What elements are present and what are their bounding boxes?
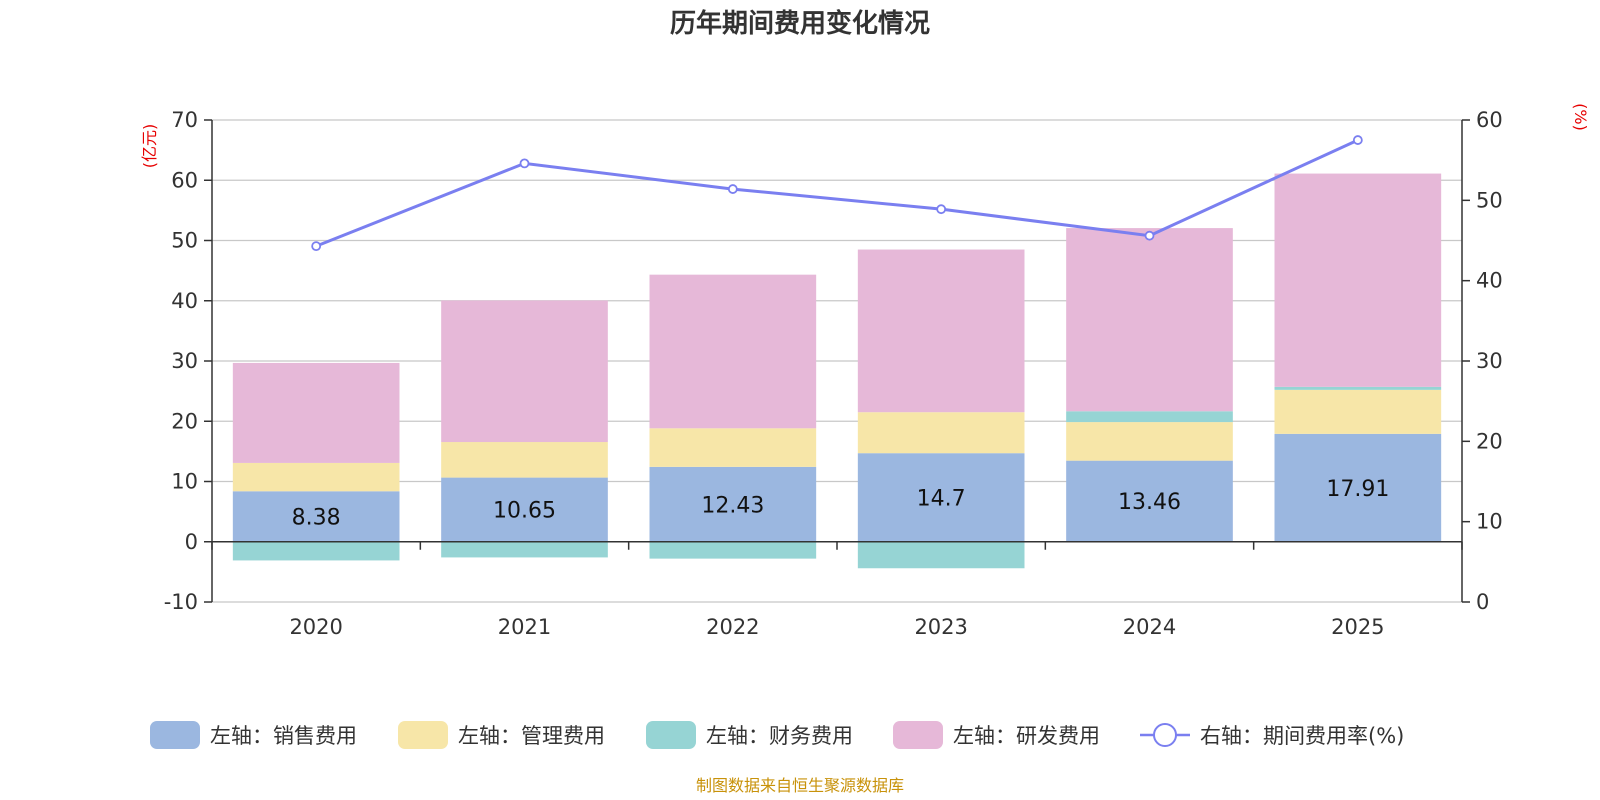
legend-swatch bbox=[150, 721, 200, 749]
rate-point[interactable] bbox=[727, 184, 738, 194]
right-axis-unit: (%) bbox=[1571, 103, 1590, 131]
bar-segment[interactable] bbox=[232, 491, 400, 542]
bar-layer bbox=[232, 173, 1442, 569]
left-axis-tick-label: 30 bbox=[171, 349, 198, 373]
bar-segment[interactable] bbox=[441, 300, 608, 443]
right-axis-tick-label: 50 bbox=[1476, 188, 1503, 212]
bar-segment[interactable] bbox=[649, 466, 817, 542]
legend-swatch bbox=[893, 721, 943, 749]
bar-segment[interactable] bbox=[441, 541, 608, 558]
rate-point[interactable] bbox=[936, 204, 947, 215]
right-axis-tick-label: 40 bbox=[1476, 269, 1503, 293]
rate-point[interactable] bbox=[1352, 135, 1363, 145]
bar-segment[interactable] bbox=[649, 428, 817, 467]
bar-segment[interactable] bbox=[1066, 422, 1233, 461]
bar-segment[interactable] bbox=[649, 274, 817, 429]
legend-label[interactable]: 左轴：管理费用 bbox=[458, 724, 605, 748]
bar-segment[interactable] bbox=[857, 541, 1025, 569]
rate-line bbox=[315, 138, 1359, 248]
bar-segment[interactable] bbox=[1274, 386, 1442, 390]
data-label: 13.46 bbox=[1118, 490, 1181, 515]
legend[interactable]: 左轴：销售费用 左轴：管理费用 左轴：财务费用 左轴：研发费用 右轴：期间费用率(%) bbox=[150, 721, 1404, 749]
bar-segment[interactable] bbox=[857, 412, 1025, 454]
x-axis-tick-label: 2021 bbox=[498, 615, 551, 639]
legend-swatch bbox=[646, 721, 696, 749]
x-axis-tick-label: 2020 bbox=[289, 615, 342, 639]
data-label: 10.65 bbox=[493, 499, 556, 524]
data-label: 12.43 bbox=[701, 493, 764, 518]
bar-segment[interactable] bbox=[649, 541, 817, 559]
left-axis-unit: (亿元) bbox=[140, 124, 159, 169]
right-axis-tick-label: 30 bbox=[1476, 349, 1503, 373]
data-label: 17.91 bbox=[1326, 477, 1389, 502]
legend-label[interactable]: 右轴：期间费用率(%) bbox=[1200, 724, 1404, 748]
bar-segment[interactable] bbox=[1066, 228, 1233, 412]
bar-segment[interactable] bbox=[232, 462, 400, 492]
right-axis-tick-label: 10 bbox=[1476, 510, 1503, 534]
bar-segment[interactable] bbox=[857, 453, 1025, 542]
bar-segment[interactable] bbox=[232, 362, 400, 463]
left-axis-tick-label: 70 bbox=[171, 108, 198, 132]
legend-label[interactable]: 左轴：财务费用 bbox=[706, 724, 853, 748]
legend-swatch bbox=[398, 721, 448, 749]
rate-point[interactable] bbox=[519, 158, 530, 169]
rate-point[interactable] bbox=[311, 241, 322, 252]
rate-point[interactable] bbox=[1144, 230, 1155, 241]
data-label: 8.38 bbox=[292, 506, 341, 531]
bar-segment[interactable] bbox=[232, 541, 400, 561]
left-axis-tick-label: 50 bbox=[171, 229, 198, 253]
x-axis-tick-label: 2022 bbox=[706, 615, 759, 639]
bar-segment[interactable] bbox=[857, 249, 1025, 413]
left-axis-tick-label: 10 bbox=[171, 470, 198, 494]
data-label: 14.7 bbox=[917, 486, 966, 511]
axes: -10 0 10 20 30 40 50 60 70 0 10 20 30 40 50 60 2020 2021 2… bbox=[164, 108, 1503, 639]
bar-segment[interactable] bbox=[1274, 389, 1442, 434]
legend-label[interactable]: 左轴：研发费用 bbox=[953, 724, 1100, 748]
x-axis-tick-label: 2025 bbox=[1331, 615, 1384, 639]
right-axis-tick-label: 60 bbox=[1476, 108, 1503, 132]
right-axis-tick-label: 20 bbox=[1476, 429, 1503, 453]
chart-title: 历年期间费用变化情况 bbox=[670, 8, 930, 39]
legend-marker bbox=[1153, 723, 1177, 747]
bar-segment[interactable] bbox=[441, 442, 608, 478]
bar-segment[interactable] bbox=[1274, 173, 1442, 387]
legend-label[interactable]: 左轴：销售费用 bbox=[210, 724, 357, 748]
line-layer bbox=[311, 135, 1363, 252]
gridlines bbox=[212, 119, 1462, 603]
data-label-layer: 8.38 10.65 12.43 14.7 13.46 17.91 bbox=[292, 477, 1390, 531]
bar-segment[interactable] bbox=[441, 477, 608, 542]
left-axis-tick-label: 60 bbox=[171, 168, 198, 192]
x-axis-tick-label: 2023 bbox=[914, 615, 967, 639]
bar-segment[interactable] bbox=[1274, 433, 1442, 542]
bar-segment[interactable] bbox=[1066, 411, 1233, 423]
x-axis-tick-label: 2024 bbox=[1123, 615, 1176, 639]
left-axis-tick-label: 20 bbox=[171, 409, 198, 433]
right-axis-tick-label: 0 bbox=[1476, 590, 1489, 614]
bar-segment[interactable] bbox=[1066, 460, 1233, 542]
left-axis-tick-label: -10 bbox=[164, 590, 198, 614]
source-note: 制图数据来自恒生聚源数据库 bbox=[696, 776, 904, 795]
left-axis-tick-label: 40 bbox=[171, 289, 198, 313]
left-axis-tick-label: 0 bbox=[185, 530, 198, 554]
